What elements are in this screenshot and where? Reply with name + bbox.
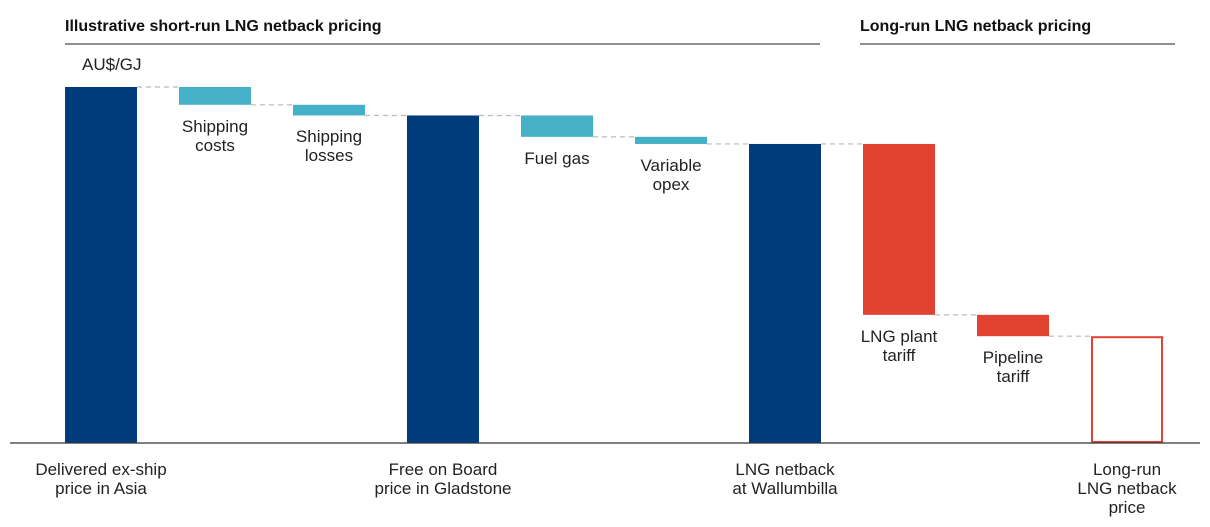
unit-label: AU$/GJ <box>82 55 142 74</box>
bar <box>749 143 821 443</box>
category-label: Fuel gas <box>524 148 590 168</box>
category-label: Shipping losses <box>295 127 363 166</box>
category-label: Variable opex <box>640 155 702 194</box>
bar <box>977 314 1049 337</box>
section-title: Long-run LNG netback pricing <box>860 18 1092 35</box>
category-label: LNG plant tariff <box>860 326 938 365</box>
section-title: Illustrative short-run LNG netback prici… <box>65 18 382 35</box>
bar <box>635 136 707 144</box>
bar <box>65 87 137 443</box>
category-label: Long-run LNG netback price <box>1077 460 1177 517</box>
category-label: Free on Board price in Gladstone <box>374 460 512 498</box>
bar <box>293 104 365 116</box>
bar <box>863 143 935 315</box>
bar <box>1091 336 1163 444</box>
category-label: Delivered ex-ship price in Asia <box>35 460 167 498</box>
category-label: LNG netback at Wallumbilla <box>732 460 838 498</box>
category-label: Pipeline tariff <box>982 348 1044 387</box>
bar <box>407 115 479 443</box>
bar <box>521 115 593 137</box>
category-label: Shipping costs <box>181 116 249 155</box>
bar <box>179 87 251 105</box>
